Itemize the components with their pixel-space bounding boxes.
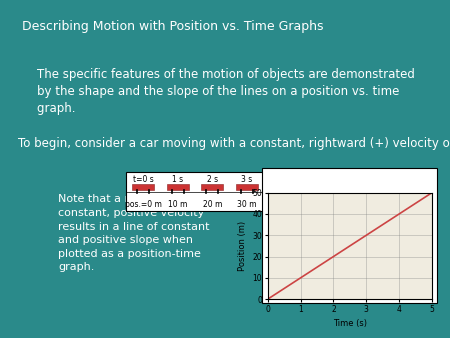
Text: 30 m: 30 m — [237, 200, 256, 209]
Text: Note that a motion with
constant, positive velocity
results in a line of constan: Note that a motion with constant, positi… — [58, 194, 210, 272]
Text: 3 s: 3 s — [241, 175, 252, 184]
Text: t=0 s: t=0 s — [133, 175, 153, 184]
Bar — [305, 184, 327, 190]
Text: 4 s: 4 s — [275, 175, 287, 184]
X-axis label: Time (s): Time (s) — [333, 319, 367, 328]
Y-axis label: Position (m): Position (m) — [238, 221, 247, 271]
Bar — [236, 184, 257, 190]
Text: To begin, consider a car moving with a constant, rightward (+) velocity of 10 m/: To begin, consider a car moving with a c… — [18, 137, 450, 150]
Text: pos.=0 m: pos.=0 m — [125, 200, 162, 209]
Text: 10 m: 10 m — [168, 200, 188, 209]
Text: 5 s: 5 s — [310, 175, 321, 184]
Text: 40 m: 40 m — [271, 200, 291, 209]
Text: Describing Motion with Position vs. Time Graphs: Describing Motion with Position vs. Time… — [22, 20, 324, 33]
Text: 1 s: 1 s — [172, 175, 183, 184]
Bar — [132, 184, 154, 190]
Text: The specific features of the motion of objects are demonstrated
    by the shape: The specific features of the motion of o… — [22, 68, 415, 115]
Text: 50 m: 50 m — [306, 200, 325, 209]
Bar — [270, 184, 292, 190]
Text: 2 s: 2 s — [207, 175, 218, 184]
Bar — [202, 184, 223, 190]
Bar — [126, 172, 333, 211]
Bar — [167, 184, 189, 190]
Text: 20 m: 20 m — [202, 200, 222, 209]
